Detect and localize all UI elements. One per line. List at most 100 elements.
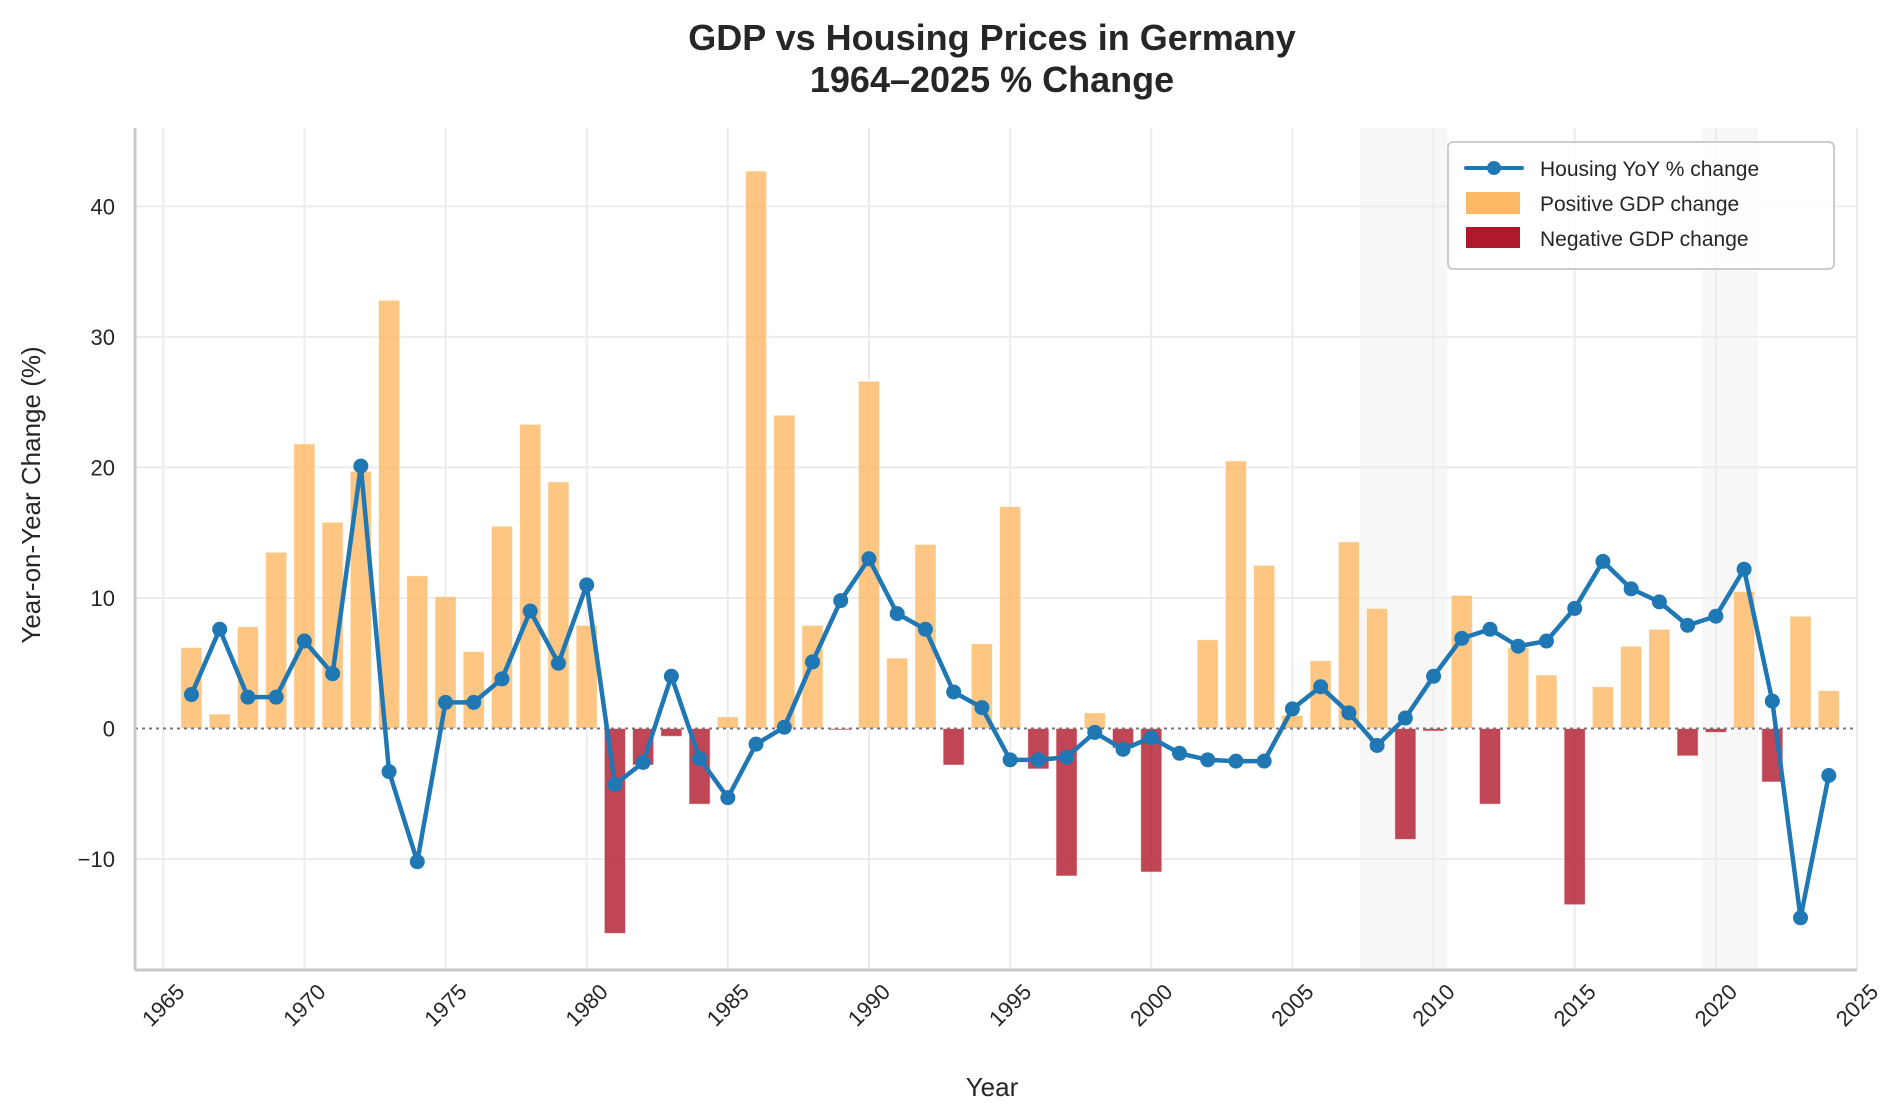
housing-point bbox=[1002, 752, 1018, 768]
housing-point bbox=[550, 655, 566, 671]
housing-point bbox=[268, 689, 284, 705]
housing-point bbox=[409, 854, 425, 870]
gdp-bar-positive bbox=[1253, 564, 1276, 729]
gdp-bar-positive bbox=[1507, 647, 1530, 729]
housing-point bbox=[1426, 668, 1442, 684]
housing-point bbox=[946, 684, 962, 700]
gdp-bar-positive bbox=[999, 506, 1022, 729]
gdp-bar-positive bbox=[575, 624, 598, 729]
housing-point bbox=[1256, 753, 1272, 769]
y-axis-label: Year-on-Year Change (%) bbox=[16, 346, 46, 643]
housing-point bbox=[748, 736, 764, 752]
gdp-bar-positive bbox=[970, 643, 993, 729]
gdp-bar-positive bbox=[1789, 615, 1812, 729]
gdp-bar-positive bbox=[406, 575, 429, 729]
legend-negative-swatch bbox=[1466, 227, 1520, 248]
housing-point bbox=[381, 764, 397, 780]
housing-point bbox=[1397, 710, 1413, 726]
housing-point bbox=[1821, 767, 1837, 783]
y-tick-label: 0 bbox=[103, 716, 115, 741]
legend-label-positive: Positive GDP change bbox=[1540, 193, 1739, 216]
chart-subtitle: 1964–2025 % Change bbox=[810, 59, 1174, 100]
housing-point bbox=[692, 751, 708, 767]
housing-point bbox=[974, 700, 990, 716]
gdp-bar-negative bbox=[660, 727, 683, 737]
housing-point bbox=[1087, 724, 1103, 740]
housing-point bbox=[579, 577, 595, 593]
gdp-bar-positive bbox=[1337, 541, 1360, 729]
y-tick-label: −10 bbox=[78, 847, 115, 872]
gdp-bar-positive bbox=[1450, 594, 1473, 729]
gdp-bar-positive bbox=[1732, 590, 1756, 729]
housing-point bbox=[1538, 633, 1554, 649]
chart-title: GDP vs Housing Prices in Germany bbox=[688, 17, 1296, 58]
housing-point bbox=[1510, 638, 1526, 654]
axes bbox=[133, 128, 1857, 972]
housing-point bbox=[494, 671, 510, 687]
housing-point bbox=[353, 458, 369, 474]
housing-point bbox=[1623, 581, 1639, 597]
gdp-bar-positive bbox=[1196, 639, 1219, 729]
gdp-bar-negative bbox=[1422, 727, 1445, 732]
gdp-bar-positive bbox=[1366, 607, 1389, 729]
x-tick-label: 1980 bbox=[561, 979, 613, 1031]
housing-point bbox=[438, 694, 454, 710]
housing-point bbox=[1228, 753, 1244, 769]
housing-point bbox=[1313, 679, 1329, 695]
housing-point bbox=[1115, 741, 1131, 757]
gdp-bar-positive bbox=[886, 657, 909, 729]
gdp-bar-positive bbox=[744, 170, 768, 729]
gdp-bar-negative bbox=[1704, 727, 1727, 733]
gdp-bar-negative bbox=[603, 727, 626, 934]
tick-labels: −10 0 10 20 30 40 1965 1970 1975 1980 1985 1990 1995… bbox=[78, 194, 1883, 1031]
gdp-bar-negative bbox=[1140, 727, 1163, 873]
x-tick-label: 1970 bbox=[278, 979, 330, 1031]
housing-point bbox=[296, 633, 312, 649]
housing-point bbox=[1454, 630, 1470, 646]
housing-point bbox=[1059, 749, 1075, 765]
housing-line-series bbox=[183, 458, 1837, 926]
x-tick-label: 2010 bbox=[1407, 979, 1459, 1031]
housing-point bbox=[1567, 600, 1583, 616]
gdp-bar-positive bbox=[773, 414, 796, 729]
gdp-bar-positive bbox=[1648, 628, 1671, 729]
legend-positive-swatch bbox=[1466, 192, 1520, 214]
housing-point bbox=[183, 687, 199, 703]
legend-label-negative: Negative GDP change bbox=[1540, 228, 1749, 251]
housing-point bbox=[1595, 553, 1611, 569]
gdp-bar-positive bbox=[1535, 674, 1558, 729]
gdp-bar-negative bbox=[1394, 727, 1417, 840]
housing-point bbox=[325, 666, 341, 682]
gdp-bar-positive bbox=[462, 650, 485, 729]
housing-point bbox=[889, 606, 905, 622]
y-tick-label: 40 bbox=[91, 194, 115, 219]
housing-point bbox=[1341, 705, 1357, 721]
housing-point bbox=[1651, 594, 1667, 610]
legend-label-housing: Housing YoY % change bbox=[1540, 158, 1759, 181]
housing-point bbox=[635, 754, 651, 770]
housing-point bbox=[720, 790, 736, 806]
x-tick-label: 2005 bbox=[1266, 979, 1318, 1031]
housing-point bbox=[1200, 752, 1216, 768]
housing-point bbox=[1736, 561, 1752, 577]
housing-point bbox=[607, 777, 623, 793]
x-tick-label: 2000 bbox=[1125, 979, 1177, 1031]
x-tick-label: 1975 bbox=[419, 979, 471, 1031]
x-tick-label: 2025 bbox=[1831, 979, 1883, 1031]
housing-point bbox=[1708, 608, 1724, 624]
gdp-bar-positive bbox=[490, 525, 514, 729]
gdp-bar-positive bbox=[547, 481, 570, 729]
legend-marker-swatch bbox=[1487, 161, 1501, 175]
gdp-bar-negative bbox=[829, 727, 852, 731]
y-tick-label: 30 bbox=[91, 325, 115, 350]
housing-point bbox=[1482, 621, 1498, 637]
gdp-bars bbox=[180, 170, 1840, 934]
x-tick-label: 1965 bbox=[137, 979, 189, 1031]
housing-point bbox=[1284, 701, 1300, 717]
x-tick-label: 1985 bbox=[702, 979, 754, 1031]
housing-point bbox=[240, 689, 256, 705]
gdp-bar-positive bbox=[377, 299, 401, 729]
housing-point bbox=[1171, 745, 1187, 761]
gdp-bar-negative bbox=[1478, 727, 1502, 805]
